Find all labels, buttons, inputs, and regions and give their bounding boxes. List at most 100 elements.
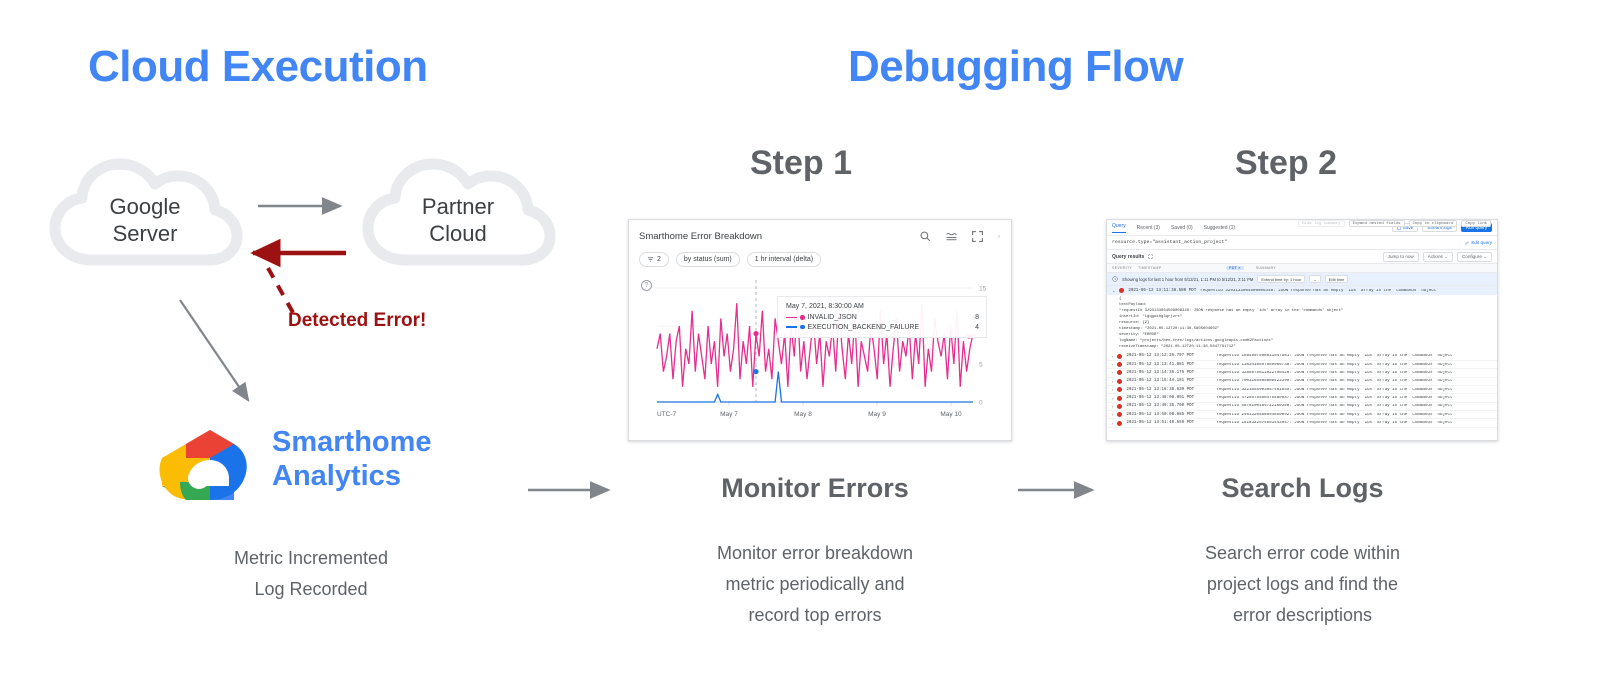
monitor-errors-chart-card[interactable]: Smarthome Error Breakdown [628,219,1012,441]
legend-dash-execution-backend-failure [786,326,797,328]
log-row[interactable]: › 2021-05-12 13:49:35.760 PDT requestId 58… [1107,403,1497,412]
log-row[interactable]: › 2021-05-12 13:16:38.639 PDT requestId 32… [1107,386,1497,395]
log-row[interactable]: › 2021-05-12 13:50:08.685 PDT requestId 24… [1107,411,1497,420]
log-row-summary: requestId 7003165985808423399: JSON resp… [1216,379,1453,384]
step-2-caption-line-3: error descriptions [1232,604,1373,625]
log-rows-list[interactable]: › 2021-05-12 13:12:26.797 PDT requestId 16… [1107,352,1497,428]
hide-log-summary-button[interactable]: Hide log summary [1298,220,1345,227]
fullscreen-icon[interactable] [971,230,984,243]
google-server-line-1: Google [109,193,181,219]
json-line: { [1119,297,1122,301]
left-caption-line-1: Metric Incremented [233,548,389,568]
tooltip-label-invalid-json: INVALID_JSON [807,314,857,322]
expand-caret-icon[interactable]: › [1112,362,1114,367]
json-line: insertId: "1gqgukhg3qrjzrs" [1119,314,1183,319]
expand-results-icon[interactable] [1148,254,1153,259]
cloud-shape-icon [49,158,243,266]
step-1-caption-line-1: Monitor error breakdown [716,543,914,563]
tab-recent[interactable]: Recent (3) [1136,224,1160,231]
severity-error-icon [1117,403,1123,409]
severity-error-icon [1117,370,1123,376]
log-row-summary: requestId 3285975611922796420: JSON resp… [1216,370,1453,375]
partner-cloud-line-2: Cloud [429,220,487,246]
log-row-summary: requestId 5878100464712160350: JSON resp… [1216,404,1453,409]
svg-text:May 8: May 8 [794,411,812,418]
left-caption-line-2: Log Recorded [254,578,368,599]
json-action-buttons[interactable]: Hide log summary Expand nested fields Co… [1298,220,1491,227]
expand-caret-icon[interactable]: › [1112,370,1114,376]
more-vert-icon[interactable] [997,230,1001,243]
extend-time-select[interactable]: Extend time by: 1 hour [1257,275,1306,283]
expand-caret-icon[interactable]: › [1112,395,1114,401]
google-server-cloud: Google Server [45,150,245,272]
log-row[interactable]: › 2021-05-12 13:51:40.559 PDT requestId 16… [1107,419,1497,428]
expanded-entry-summary: requestId 3293133064509006348: JSON resp… [1200,288,1437,293]
log-row[interactable]: › 2021-05-12 13:15:44.181 PDT requestId 70… [1107,378,1497,386]
query-text[interactable]: resource.type="assistant_action_project" [1112,240,1228,245]
chart-plot-area[interactable]: ? 15 10 5 0 [639,276,1001,434]
search-logs-card[interactable]: Query Recent (3) Saved (0) Suggested (1)… [1106,219,1498,441]
severity-error-icon [1119,288,1125,293]
expand-caret-icon[interactable]: › [1112,353,1114,359]
chart-filter-chips[interactable]: 2 by status (sum) 1 hr interval (delta) [639,252,1001,268]
log-row[interactable]: › 2021-05-12 13:12:26.797 PDT requestId 16… [1107,352,1497,361]
arrow-server-to-analytics [179,299,250,403]
log-row-timestamp: 2021-05-12 13:13:41.881 PDT [1126,362,1195,367]
copy-link-button[interactable]: Copy link [1461,220,1491,227]
log-row-timestamp: 2021-05-12 13:50:08.685 PDT [1126,412,1195,417]
tooltip-timestamp: May 7, 2021, 8:30:00 AM [786,303,864,311]
expand-caret-icon[interactable]: › [1112,412,1114,418]
expand-caret-icon[interactable]: › [1112,387,1114,393]
filter-icon [647,257,654,262]
step-1-caption-line-2: metric periodically and [725,573,905,594]
json-line: severity: "ERROR" [1119,332,1159,337]
tab-saved[interactable]: Saved (0) [1170,224,1193,231]
jump-to-now-button[interactable]: Jump to now [1382,251,1419,262]
collapse-caret-icon[interactable]: ⌄ [1112,288,1116,293]
tab-query[interactable]: Query [1112,223,1126,233]
tab-suggested[interactable]: Suggested (1) [1203,224,1236,231]
expanded-log-entry-row[interactable]: ⌄ 2021-05-12 13:11:38.580 PDT requestId … [1107,286,1497,295]
svg-text:May 7: May 7 [720,411,738,418]
expand-nested-fields-button[interactable]: Expand nested fields [1348,220,1405,227]
log-row-summary: requestId 4728975556475480937: JSON resp… [1216,396,1453,400]
svg-text:May 9: May 9 [868,411,886,418]
pencil-icon [1465,240,1469,245]
step-2-caption: Search error code within project logs an… [1135,538,1470,631]
actions-menu-button[interactable]: Actions ⌄ [1422,251,1453,262]
log-row[interactable]: › 2021-05-12 13:13:41.881 PDT requestId 13… [1107,361,1497,370]
step-2-caption-line-2: project logs and find the [1206,573,1399,594]
log-row[interactable]: › 2021-05-12 13:14:36.175 PDT requestId 32… [1107,369,1497,378]
log-row[interactable]: › 2021-05-12 13:48:08.891 PDT requestId 47… [1107,394,1497,403]
search-zoom-icon[interactable] [919,230,932,243]
help-icon[interactable]: ? [641,280,652,292]
expanded-entry-timestamp: 2021-05-12 13:11:38.580 PDT [1128,288,1197,293]
edit-time-button[interactable]: Edit time [1324,275,1349,283]
chart-toolbar[interactable] [919,230,1001,243]
results-action-buttons[interactable]: Jump to now Actions ⌄ Configure ⌄ [1382,251,1492,262]
chip-interval[interactable]: 1 hr interval (delta) [746,252,822,268]
query-results-title: Query results [1112,253,1145,260]
expanded-log-json[interactable]: Hide log summary Expand nested fields Co… [1107,220,1497,352]
configure-menu-button[interactable]: Configure ⌄ [1456,251,1492,262]
chip-by-status[interactable]: by status (sum) [675,252,740,268]
json-line: logName: "projects/ben-tree/logs/actions… [1119,338,1274,343]
chart-style-icon[interactable] [945,230,958,243]
log-row-timestamp: 2021-05-12 13:48:08.891 PDT [1126,396,1195,400]
edit-query-label: Edit query [1471,240,1492,245]
expand-caret-icon[interactable]: › [1112,403,1114,409]
expand-caret-icon[interactable]: › [1112,378,1114,384]
step-2-title: Step 2 [1235,144,1338,182]
copy-to-clipboard-button[interactable]: Copy to clipboard [1408,220,1458,227]
query-editor-row[interactable]: resource.type="assistant_action_project"… [1107,236,1497,250]
log-row-timestamp: 2021-05-12 13:14:36.175 PDT [1126,370,1195,375]
log-row-summary: requestId 1684907598811947581: JSON resp… [1216,354,1453,359]
chip-filter-count[interactable]: 2 [639,252,669,268]
timezone-chip[interactable]: PDT × [1226,266,1244,270]
expand-caret-icon[interactable]: › [1112,420,1114,426]
edit-query-button[interactable]: Edit query [1465,240,1492,245]
step-1-heading: Monitor Errors [721,473,909,503]
cloud-shape-icon [362,158,556,266]
log-row-timestamp: 2021-05-12 13:12:26.797 PDT [1126,354,1195,359]
extend-time-caret[interactable]: ⌄ [1309,275,1321,283]
